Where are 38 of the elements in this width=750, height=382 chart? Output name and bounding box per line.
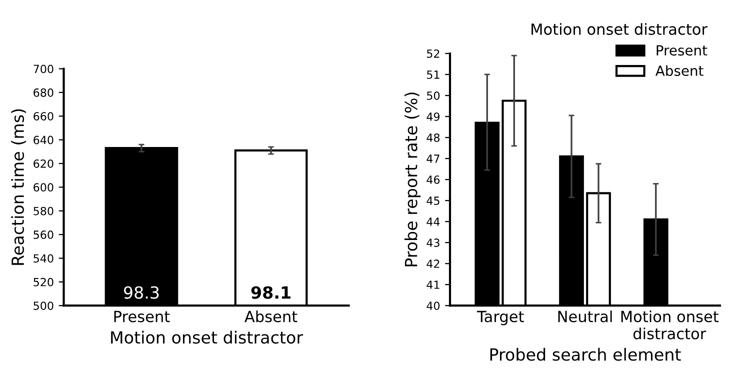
y-tick-label: 47 — [426, 154, 440, 163]
y-tick-label: 700 — [34, 64, 54, 74]
y-tick-label: 44 — [426, 218, 440, 226]
y-tick-label: 560 — [34, 230, 54, 239]
x-axis-title: Probed search element — [490, 348, 681, 361]
y-tick-label: 600 — [34, 183, 54, 192]
y-tick-label: 640 — [34, 136, 54, 144]
y-tick-label: 41 — [426, 280, 440, 289]
y-tick-label: 40 — [426, 302, 440, 310]
legend-label: Present — [656, 45, 708, 56]
y-tick-label: 49 — [426, 112, 440, 121]
y-axis-title: Reaction time (ms) — [11, 109, 26, 265]
y-tick-label: 43 — [426, 238, 440, 247]
x-tick-label: Present — [114, 310, 170, 322]
legend-title: Motion onset distractor — [532, 23, 708, 35]
x-tick-label: Neutral — [558, 310, 612, 322]
y-tick-label: 51 — [426, 70, 440, 79]
y-tick-label: 540 — [34, 254, 54, 263]
y-tick-label: 520 — [34, 278, 54, 286]
x-tick-label: Motion onset distractor — [621, 310, 719, 340]
annotation: 98.1 — [251, 286, 290, 299]
x-tick-label: Target — [476, 310, 524, 326]
y-tick-label: 50 — [426, 91, 440, 100]
y-tick-label: 660 — [34, 112, 54, 121]
y-tick-label: 620 — [34, 159, 54, 168]
y-tick-label: 46 — [426, 176, 440, 184]
y-tick-label: 48 — [426, 133, 440, 142]
y-tick-label: 52 — [426, 49, 440, 58]
y-tick-label: 680 — [34, 88, 54, 97]
y-tick-label: 580 — [34, 206, 54, 216]
y-tick-label: 42 — [426, 260, 440, 268]
legend-label: Absent — [656, 65, 704, 76]
y-tick-label: 500 — [34, 302, 54, 310]
y-tick-label: 45 — [426, 196, 440, 205]
y-axis-title: Probe report rate (%) — [404, 92, 421, 266]
annotation: 98.3 — [124, 286, 159, 299]
x-tick-label: Absent — [244, 310, 298, 322]
x-axis-title: Motion onset distractor — [111, 330, 304, 344]
